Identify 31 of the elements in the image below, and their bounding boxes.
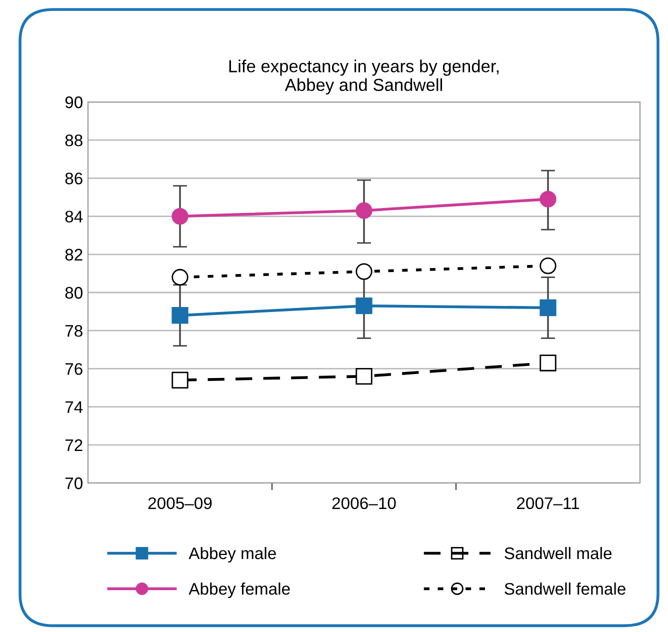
point [356,368,372,385]
y-tick-label: 88 [65,134,82,146]
y-tick-label: 82 [65,248,82,261]
y-tick-label: 76 [65,363,82,375]
y-tick-label: 78 [65,325,82,337]
point [540,354,556,372]
legend-label: Sandwell female [504,582,626,595]
x-tick-label: 2007–11 [517,497,580,510]
point [172,268,188,286]
legend-label: Abbey female [188,582,290,598]
point [172,208,188,225]
point [356,263,372,280]
x-tick-label: 2005–09 [148,497,212,510]
y-tick-label: 80 [65,286,82,299]
point [172,372,188,388]
point [356,202,372,219]
point [540,190,556,208]
y-tick-label: 70 [65,477,82,490]
point [356,298,372,314]
y-tick-label: 90 [65,96,82,108]
y-tick-label: 72 [65,439,82,451]
chart-title: Life expectancy in years by gender, Abbey and Sandwell [229,60,499,94]
y-tick-label: 86 [65,172,82,184]
y-tick-label: 74 [65,401,83,413]
legend-label: Sandwell male [504,546,612,560]
legend-label: Abbey male [188,546,276,563]
point [540,257,556,274]
point [172,307,188,324]
x-tick-label: 2006–10 [332,497,396,510]
y-tick-label: 84 [65,210,83,223]
point [540,299,556,316]
